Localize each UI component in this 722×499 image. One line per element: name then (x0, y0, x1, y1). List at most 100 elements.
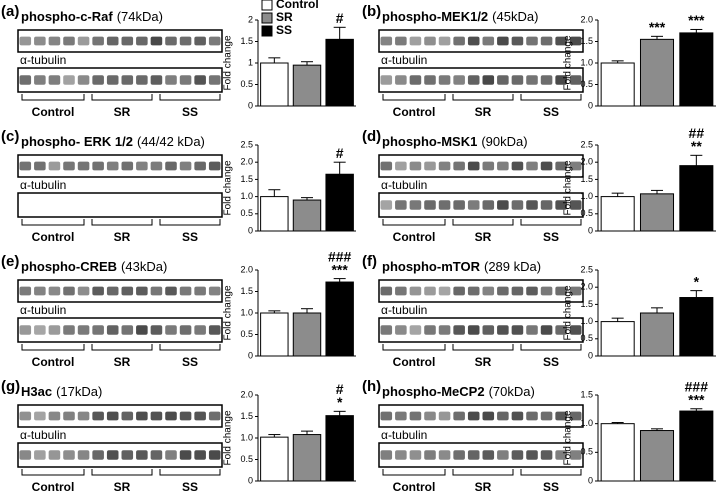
target-name: phospho-mTOR (382, 259, 481, 274)
group-bracket (159, 344, 221, 351)
band (19, 36, 32, 46)
group-bracket (452, 469, 514, 476)
band (511, 36, 524, 46)
band (453, 450, 465, 460)
y-tick-label: 1.0 (580, 418, 593, 428)
panel-label: (f) (362, 253, 377, 270)
bar (325, 38, 354, 107)
y-tick-label: 0.5 (580, 447, 593, 457)
band (194, 36, 206, 46)
band (482, 161, 495, 171)
band (497, 200, 509, 210)
band (497, 286, 509, 296)
significance-label: ### (328, 248, 352, 264)
group-label: SR (475, 355, 492, 369)
significance-label: *** (688, 391, 705, 407)
panel: (d) phospho-MSK1 (90kDa) α-tubulin Control SR… (362, 125, 716, 244)
band (395, 411, 407, 421)
band (497, 325, 509, 335)
band (569, 200, 582, 210)
group-bracket (21, 94, 85, 101)
blot (378, 67, 584, 93)
band (165, 450, 177, 460)
molecular-weight: (17kDa) (56, 384, 102, 399)
band (150, 36, 163, 46)
band (136, 411, 148, 421)
y-tick-label: 1.5 (580, 299, 593, 309)
band (511, 75, 524, 85)
band (569, 161, 582, 171)
bar (600, 196, 635, 232)
band (48, 450, 61, 460)
band (48, 325, 61, 335)
group-bracket (452, 219, 514, 226)
band (395, 325, 407, 335)
band (165, 36, 177, 46)
bar (325, 415, 354, 482)
y-tick-label: 2.0 (240, 157, 253, 167)
band (380, 411, 393, 421)
band (438, 286, 451, 296)
band (165, 325, 177, 335)
y-tick-label: 1 (248, 57, 253, 67)
group-bracket (452, 94, 514, 101)
band (121, 161, 134, 171)
group-bracket (382, 469, 446, 476)
y-tick-label: 1.0 (580, 316, 593, 326)
blot (378, 442, 584, 468)
group-bracket (91, 219, 153, 226)
group-bracket (159, 469, 221, 476)
y-tick-label: 0 (588, 100, 593, 110)
blot (17, 317, 223, 343)
band (121, 286, 134, 296)
band (540, 161, 553, 171)
target-name: phospho-CREB (21, 259, 117, 274)
band (511, 325, 524, 335)
band (395, 286, 407, 296)
band (467, 450, 480, 460)
band (63, 450, 75, 460)
band (208, 36, 221, 46)
band (409, 161, 422, 171)
band (555, 36, 567, 46)
y-tick-label: 0.5 (240, 329, 253, 339)
band (77, 75, 90, 85)
blot-title: phospho-mTOR (289 kDa) (382, 259, 541, 274)
bar (679, 410, 714, 482)
blot (17, 154, 223, 178)
band (409, 36, 422, 46)
band (63, 75, 75, 85)
legend-label: SR (276, 10, 293, 24)
band (179, 36, 192, 46)
group-bracket (382, 94, 446, 101)
y-tick-label: 2.5 (580, 139, 593, 149)
band (555, 200, 567, 210)
band (438, 200, 451, 210)
blot (17, 279, 223, 303)
group-label: SS (182, 355, 198, 369)
band (179, 411, 192, 421)
band (34, 161, 46, 171)
band (165, 75, 177, 85)
band (106, 161, 119, 171)
legend-swatch (261, 0, 273, 11)
band (208, 325, 221, 335)
band (482, 200, 495, 210)
y-axis-label: Fold change (563, 285, 574, 340)
significance-label: # (336, 10, 344, 26)
band (526, 36, 538, 46)
y-axis-label: Fold change (563, 410, 574, 465)
target-name: H3ac (21, 384, 52, 399)
band (106, 36, 119, 46)
band (34, 75, 46, 85)
y-tick-label: 0.5 (580, 208, 593, 218)
loading-control-label: α-tubulin (381, 428, 427, 442)
band (453, 36, 465, 46)
y-tick-label: 1.0 (580, 191, 593, 201)
band (438, 325, 451, 335)
band (179, 450, 192, 460)
band (121, 75, 134, 85)
bar (292, 64, 322, 107)
band (555, 411, 567, 421)
